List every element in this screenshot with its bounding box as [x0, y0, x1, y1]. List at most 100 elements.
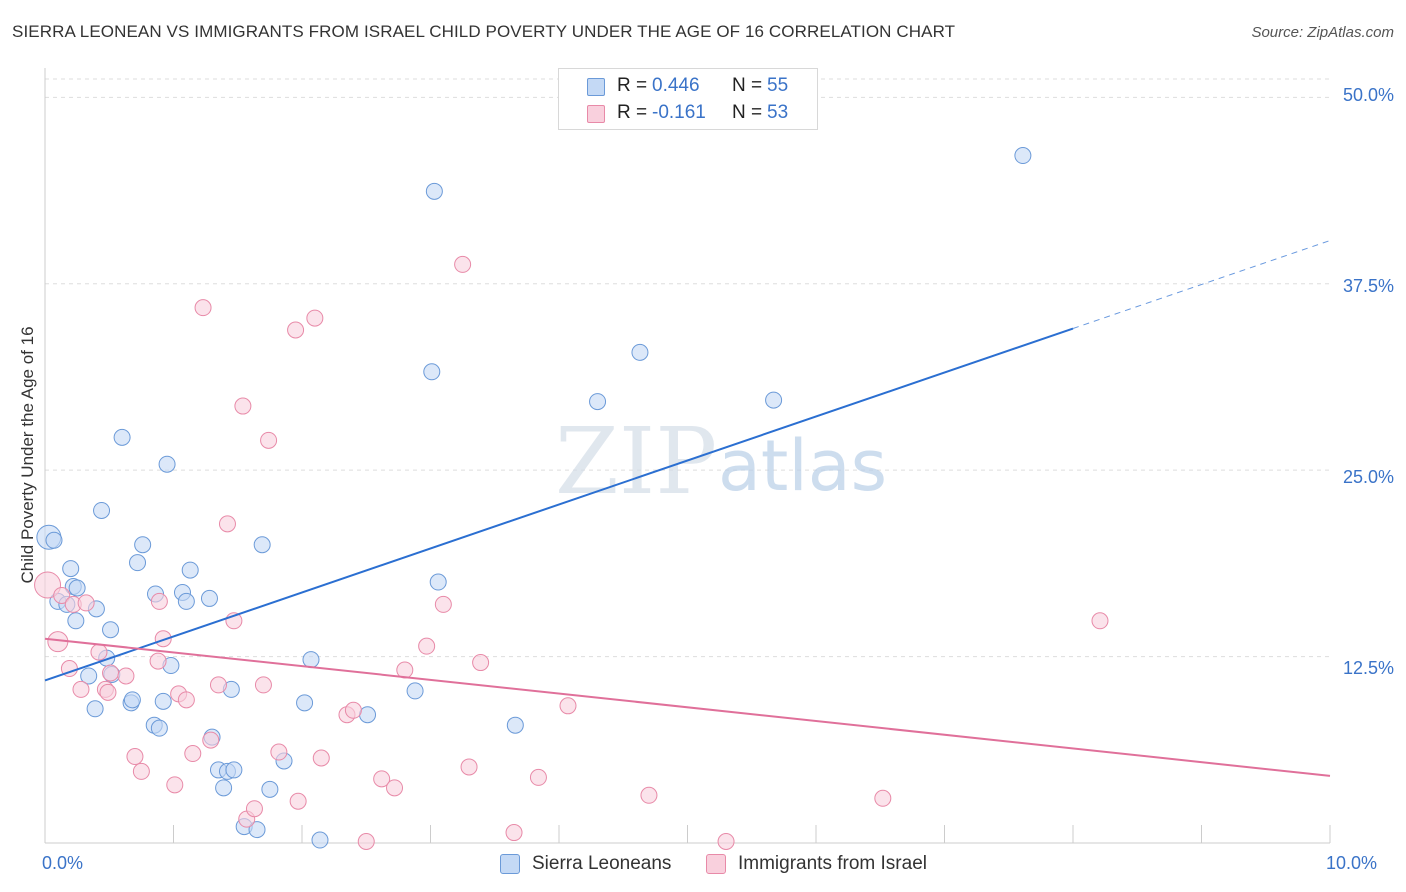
n-label: N = — [732, 102, 763, 123]
y-tick-label: 37.5% — [1342, 276, 1394, 296]
chart-title: SIERRA LEONEAN VS IMMIGRANTS FROM ISRAEL… — [12, 22, 956, 41]
israel-point — [177, 691, 195, 709]
israel-point — [472, 654, 490, 672]
sierra-leonean-point — [311, 831, 329, 849]
israel-point — [312, 749, 330, 767]
sierra-leonean-point — [86, 700, 104, 718]
sierra-leonean-point — [102, 621, 120, 639]
legend-label: Sierra Leoneans — [532, 853, 672, 874]
israel-point — [77, 594, 95, 612]
sierra-leonean-point — [425, 182, 443, 200]
sierra-leonean-point — [200, 589, 218, 607]
israel-point — [72, 680, 90, 698]
sierra-leonean-point — [93, 501, 111, 519]
sierra-leonean-point — [406, 682, 424, 700]
sierra-leonean-point — [154, 692, 172, 710]
y-tick-label: 12.5% — [1342, 658, 1394, 678]
israel-point — [117, 667, 135, 685]
israel-point — [126, 748, 144, 766]
blue-swatch — [587, 78, 605, 96]
israel-point — [1091, 612, 1109, 630]
y-tick-label: 25.0% — [1342, 467, 1394, 487]
sierra-leonean-trend-line — [44, 327, 1074, 682]
sierra-leonean-point — [248, 821, 266, 839]
sierra-leonean-point — [261, 780, 279, 798]
sierra-leonean-point — [158, 455, 176, 473]
israel-point — [460, 758, 478, 776]
legend-label: Immigrants from Israel — [738, 853, 927, 874]
israel-point — [874, 789, 892, 807]
sierra-leonean-point — [215, 779, 233, 797]
sierra-leonean-point — [506, 716, 524, 734]
israel-point — [559, 697, 577, 715]
watermark-atlas: atlas — [718, 425, 887, 507]
y-tick-label: 50.0% — [1342, 85, 1394, 105]
r-label: R = — [617, 75, 648, 96]
sierra-leonean-point — [67, 612, 85, 630]
data-points — [34, 147, 1109, 851]
axes — [44, 68, 1331, 844]
israel-point — [373, 770, 391, 788]
israel-trend-line — [44, 637, 1331, 777]
r-value: -0.161 — [652, 102, 706, 123]
sierra-leonean-point — [423, 363, 441, 381]
sierra-leonean-point — [150, 719, 168, 737]
n-label: N = — [732, 75, 763, 96]
correlation-stats-box: R = 0.446 N = 55 R = -0.161 N = 53 — [558, 68, 818, 130]
r-label: R = — [617, 102, 648, 123]
israel-point — [357, 833, 375, 851]
israel-point — [418, 637, 436, 655]
israel-point — [386, 779, 404, 797]
israel-point — [149, 652, 167, 670]
sierra-leonean-point — [589, 393, 607, 411]
israel-point — [289, 792, 307, 810]
israel-point — [254, 676, 272, 694]
sierra-leonean-point — [631, 343, 649, 361]
israel-point — [53, 586, 71, 604]
israel-point — [306, 309, 324, 327]
israel-point — [132, 762, 150, 780]
sierra-leonean-point — [134, 536, 152, 554]
watermark: ZIP atlas — [555, 408, 887, 515]
sierra-leonean-point — [225, 761, 243, 779]
n-value: 55 — [767, 75, 789, 96]
sierra-leonean-point — [68, 579, 86, 597]
sierra-leonean-point — [359, 706, 377, 724]
israel-point — [194, 299, 212, 317]
israel-point — [245, 800, 263, 818]
legend-pink-swatch — [706, 854, 726, 874]
sierra-leonean-point — [177, 592, 195, 610]
sierra-leonean-point — [1014, 147, 1032, 165]
israel-point — [184, 745, 202, 763]
sierra-leonean-point — [296, 694, 314, 712]
sierra-leonean-trend-extension — [1072, 240, 1331, 329]
israel-point — [640, 786, 658, 804]
sierra-leonean-point — [113, 428, 131, 446]
r-value: 0.446 — [652, 75, 700, 96]
israel-point — [260, 431, 278, 449]
sierra-leonean-point — [253, 536, 271, 554]
israel-point — [434, 595, 452, 613]
israel-point — [717, 833, 735, 851]
israel-point — [154, 630, 172, 648]
israel-point — [150, 592, 168, 610]
israel-point — [99, 683, 117, 701]
israel-point — [202, 731, 220, 749]
israel-point — [454, 255, 472, 273]
sierra-leonean-point — [129, 554, 147, 572]
source-label: Source: ZipAtlas.com — [1251, 24, 1394, 41]
israel-point — [102, 664, 120, 682]
n-value: 53 — [767, 102, 789, 123]
israel-point — [270, 743, 288, 761]
israel-point — [529, 768, 547, 786]
watermark-zip: ZIP — [555, 408, 717, 515]
pink-swatch — [587, 105, 605, 123]
sierra-leonean-point — [123, 691, 141, 709]
israel-point — [344, 701, 362, 719]
x-tick-label: 0.0% — [42, 853, 84, 873]
israel-point — [209, 676, 227, 694]
israel-point — [90, 643, 108, 661]
israel-point — [505, 824, 523, 842]
gridlines — [45, 78, 1330, 658]
